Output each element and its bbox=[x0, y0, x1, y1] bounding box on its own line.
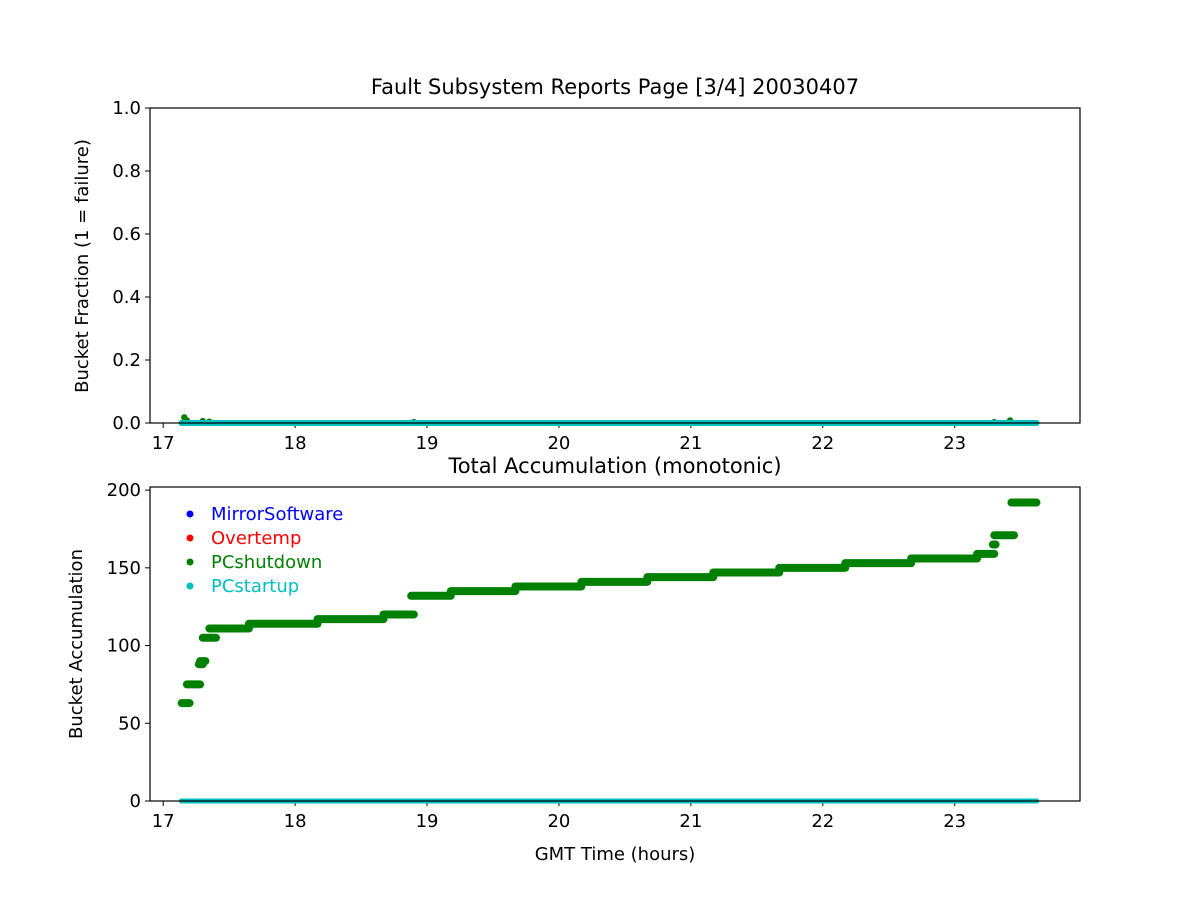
fraction-x-tick: 22 bbox=[811, 423, 834, 454]
accumulation-y-tick: 100 bbox=[107, 636, 150, 657]
legend-label: MirrorSoftware bbox=[211, 504, 343, 525]
legend-entry: PCstartup bbox=[186, 576, 299, 597]
legend-marker bbox=[186, 534, 194, 542]
fraction-x-tick: 20 bbox=[547, 423, 570, 454]
fraction-y-tick-label: 0.2 bbox=[112, 350, 141, 371]
fraction-panel: Fault Subsystem Reports Page [3/4] 20030… bbox=[72, 75, 1081, 454]
accumulation-x-tick-label: 20 bbox=[547, 811, 570, 832]
fraction-y-tick-label: 0.6 bbox=[112, 224, 141, 245]
fraction-x-tick-label: 18 bbox=[284, 433, 307, 454]
accumulation-y-axis-label: Bucket Accumulation bbox=[66, 549, 87, 739]
fraction-x-tick-label: 17 bbox=[152, 433, 175, 454]
accumulation-x-tick-label: 23 bbox=[943, 811, 966, 832]
fraction-x-tick: 23 bbox=[943, 423, 966, 454]
legend-marker bbox=[186, 510, 194, 518]
legend-label: PCstartup bbox=[211, 576, 299, 597]
accumulation-x-tick-label: 19 bbox=[416, 811, 439, 832]
fraction-plot-frame bbox=[149, 107, 1081, 424]
fraction-y-tick: 0.6 bbox=[112, 224, 150, 245]
legend-label: Overtemp bbox=[211, 528, 301, 549]
accumulation-y-tick: 0 bbox=[130, 791, 150, 812]
accumulation-y-tick-label: 50 bbox=[118, 713, 141, 734]
accumulation-x-tick-label: 22 bbox=[811, 811, 834, 832]
fraction-y-tick-label: 0.8 bbox=[112, 161, 141, 182]
legend-entry: PCshutdown bbox=[186, 552, 322, 573]
fraction-y-tick-label: 0.0 bbox=[112, 413, 141, 434]
fraction-x-tick-label: 21 bbox=[679, 433, 702, 454]
accumulation-x-tick: 20 bbox=[547, 801, 570, 832]
legend: MirrorSoftware Overtemp PCshutdown PCstartu… bbox=[186, 504, 343, 597]
accumulation-x-tick-label: 17 bbox=[152, 811, 175, 832]
accumulation-chart-title: Total Accumulation (monotonic) bbox=[447, 454, 781, 478]
accumulation-y-tick: 200 bbox=[107, 480, 150, 501]
fraction-y-tick: 1.0 bbox=[112, 98, 150, 119]
fraction-x-tick-label: 22 bbox=[811, 433, 834, 454]
legend-entry: Overtemp bbox=[186, 528, 301, 549]
accumulation-y-tick: 150 bbox=[107, 558, 150, 579]
fraction-chart-title: Fault Subsystem Reports Page [3/4] 20030… bbox=[371, 75, 859, 99]
fraction-y-ticks: 0.0 0.2 0.4 0.6 0.8 1.0 bbox=[112, 98, 150, 434]
accumulation-plot-frame bbox=[149, 486, 1081, 802]
fraction-y-tick: 0.0 bbox=[112, 413, 150, 434]
fraction-x-tick-label: 20 bbox=[547, 433, 570, 454]
accumulation-x-axis-label: GMT Time (hours) bbox=[535, 844, 696, 865]
accumulation-x-tick: 22 bbox=[811, 801, 834, 832]
accumulation-y-tick-label: 200 bbox=[107, 480, 141, 501]
fraction-y-tick-label: 0.4 bbox=[112, 287, 141, 308]
fraction-x-tick: 18 bbox=[284, 423, 307, 454]
accumulation-x-tick: 18 bbox=[284, 801, 307, 832]
accumulation-panel: Total Accumulation (monotonic) Bucket Ac… bbox=[66, 454, 1081, 865]
accumulation-x-tick: 23 bbox=[943, 801, 966, 832]
fraction-x-tick-label: 23 bbox=[943, 433, 966, 454]
fraction-y-tick-label: 1.0 bbox=[112, 98, 141, 119]
accumulation-y-tick-label: 100 bbox=[107, 636, 141, 657]
fraction-y-tick: 0.8 bbox=[112, 161, 150, 182]
fraction-x-tick: 19 bbox=[416, 423, 439, 454]
accumulation-y-ticks: 0 50 100 150 200 bbox=[107, 480, 150, 812]
fraction-x-tick: 21 bbox=[679, 423, 702, 454]
legend-label: PCshutdown bbox=[211, 552, 322, 573]
fraction-y-tick: 0.4 bbox=[112, 287, 150, 308]
fraction-y-axis-label: Bucket Fraction (1 = failure) bbox=[72, 139, 93, 393]
accumulation-data-marks bbox=[177, 498, 1041, 804]
accumulation-y-tick-label: 0 bbox=[130, 791, 141, 812]
legend-marker bbox=[186, 558, 194, 566]
accumulation-y-tick: 50 bbox=[118, 713, 150, 734]
legend-entry: MirrorSoftware bbox=[186, 504, 343, 525]
legend-marker bbox=[186, 582, 194, 590]
fraction-x-tick: 17 bbox=[152, 423, 175, 454]
accumulation-x-tick: 17 bbox=[152, 801, 175, 832]
fraction-x-tick-label: 19 bbox=[416, 433, 439, 454]
accumulation-x-tick-label: 18 bbox=[284, 811, 307, 832]
fraction-x-ticks: 17 18 19 20 21 22 23 bbox=[152, 423, 966, 454]
accumulation-x-tick: 21 bbox=[679, 801, 702, 832]
fraction-y-tick: 0.2 bbox=[112, 350, 150, 371]
accumulation-x-tick-label: 21 bbox=[679, 811, 702, 832]
accumulation-x-ticks: 17 18 19 20 21 22 23 bbox=[152, 801, 966, 832]
accumulation-y-tick-label: 150 bbox=[107, 558, 141, 579]
accumulation-x-tick: 19 bbox=[416, 801, 439, 832]
